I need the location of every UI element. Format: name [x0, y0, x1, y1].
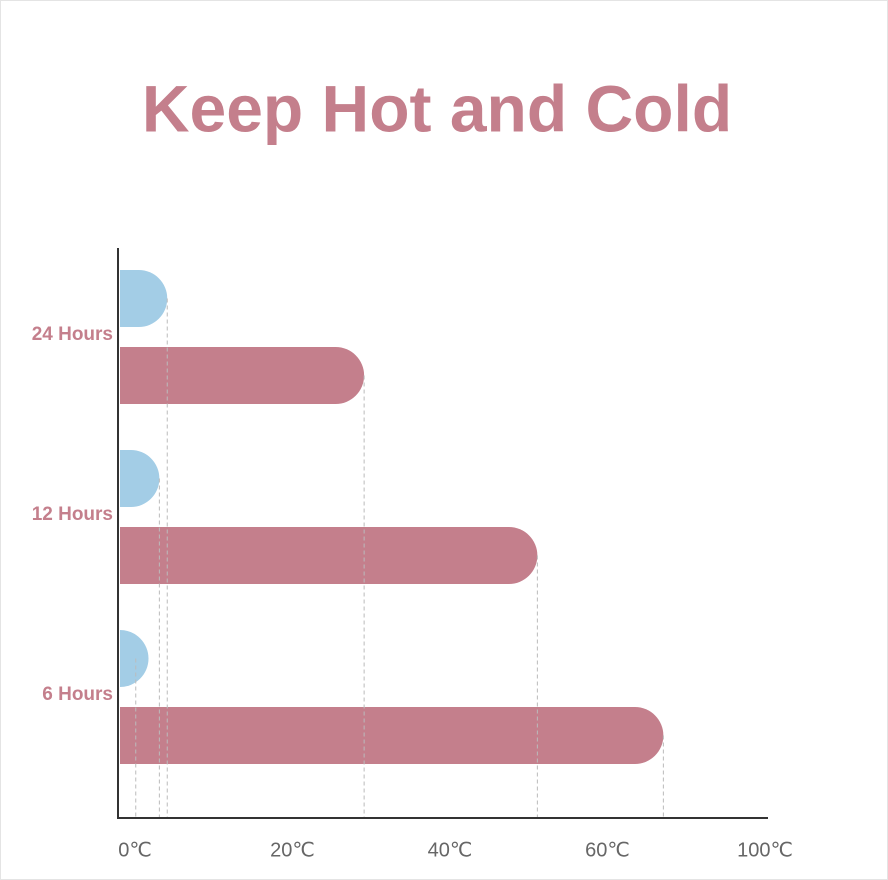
x-tick-label: 60℃	[585, 839, 630, 861]
y-tick-label: 24 Hours	[32, 324, 113, 345]
bar	[120, 450, 160, 507]
x-tick-label: 40℃	[428, 839, 473, 861]
y-tick-label: 6 Hours	[42, 684, 113, 705]
x-tick-label: 20℃	[270, 839, 315, 861]
x-tick-label: 100℃	[737, 839, 793, 861]
bar	[120, 630, 149, 687]
y-tick-label: 12 Hours	[32, 504, 113, 525]
x-tick-label: 0℃	[118, 839, 152, 861]
bar	[120, 527, 538, 584]
bar	[120, 270, 168, 327]
bar	[120, 707, 664, 764]
chart-title: Keep Hot and Cold	[142, 71, 732, 145]
bar	[120, 347, 365, 404]
